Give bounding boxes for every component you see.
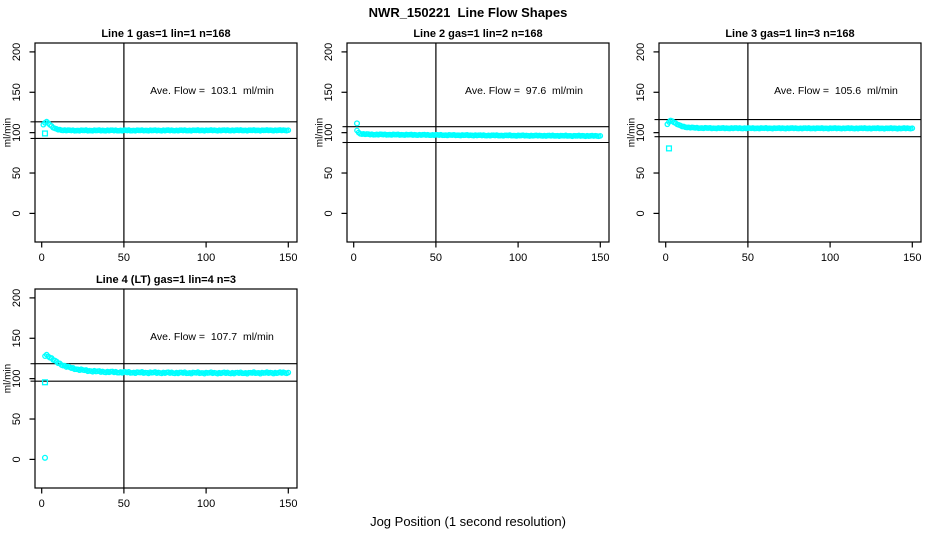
y-tick-label: 200	[635, 43, 647, 61]
data-point	[909, 125, 916, 132]
x-tick-label: 150	[279, 252, 297, 264]
subplot-title: Line 1 gas=1 lin=1 n=168	[101, 28, 231, 40]
y-tick-label: 0	[323, 210, 335, 216]
x-tick-label: 150	[279, 498, 297, 510]
x-axis-label: Jog Position (1 second resolution)	[370, 514, 566, 529]
ave-flow-annotation: Ave. Flow = 103.1 ml/min	[150, 85, 274, 97]
x-tick-label: 150	[903, 252, 921, 264]
x-tick-label: 0	[39, 498, 45, 510]
y-tick-label: 100	[323, 123, 335, 141]
outlier-point-square	[41, 130, 49, 137]
x-tick-label: 50	[742, 252, 754, 264]
plot-canvas-line-4: 0 50 100 150 0 50 100 150 200	[11, 288, 298, 510]
plot-canvas-line-3: 0 50 100 150 0 50 100 150 200	[635, 42, 922, 264]
y-tick-label: 200	[323, 43, 335, 61]
plot-frame	[34, 42, 298, 243]
y-axis-label: ml/min	[2, 363, 14, 394]
ave-flow-annotation: Ave. Flow = 97.6 ml/min	[465, 85, 583, 97]
x-tick-label: 100	[197, 498, 215, 510]
x-tick-label: 0	[39, 252, 45, 264]
subplot-title: Line 2 gas=1 lin=2 n=168	[413, 28, 543, 40]
y-tick-label: 100	[11, 123, 23, 141]
y-axis-label: ml/min	[314, 117, 326, 148]
y-tick-label: 50	[11, 413, 23, 425]
figure-title: NWR_150221 Line Flow Shapes	[368, 5, 568, 20]
y-tick-label: 100	[11, 369, 23, 387]
subplot-line-2: 0 50 100 150 0 50 100 150 200 Line 2 gas=1 lin=2…	[312, 28, 624, 274]
y-tick-label: 100	[635, 123, 647, 141]
y-tick-label: 200	[11, 43, 23, 61]
y-axis-label: ml/min	[626, 117, 638, 148]
y-tick-label: 0	[11, 456, 23, 462]
y-tick-label: 150	[635, 83, 647, 101]
outlier-point-square	[665, 145, 673, 152]
outlier-point-circle	[353, 120, 361, 127]
y-axis-label: ml/min	[2, 117, 14, 148]
y-tick-label: 50	[11, 167, 23, 179]
x-tick-label: 150	[591, 252, 609, 264]
plot-frame	[346, 42, 610, 243]
y-tick-label: 0	[11, 210, 23, 216]
ave-flow-annotation: Ave. Flow = 105.6 ml/min	[774, 85, 898, 97]
x-tick-label: 0	[351, 252, 357, 264]
x-tick-label: 0	[663, 252, 669, 264]
subplot-line-3: 0 50 100 150 0 50 100 150 200 Line 3 gas=1 lin=3…	[624, 28, 936, 274]
ave-flow-annotation: Ave. Flow = 107.7 ml/min	[150, 331, 274, 343]
x-tick-label: 50	[430, 252, 442, 264]
data-point	[597, 133, 604, 139]
outlier-point-square	[41, 379, 49, 386]
plot-canvas-line-2: 0 50 100 150 0 50 100 150 200	[323, 42, 610, 264]
y-tick-label: 0	[635, 210, 647, 216]
subplot-line-1: 0 50 100 150 0 50 100 150 200 Line 1 gas=1 lin=1…	[0, 28, 312, 274]
plot-frame	[34, 288, 298, 489]
x-tick-label: 100	[509, 252, 527, 264]
data-point	[285, 369, 292, 376]
y-tick-label: 150	[323, 83, 335, 101]
x-tick-label: 100	[821, 252, 839, 264]
y-tick-label: 150	[11, 83, 23, 101]
data-point	[285, 127, 292, 134]
plot-frame	[658, 42, 922, 243]
x-tick-label: 50	[118, 252, 130, 264]
y-tick-label: 200	[11, 289, 23, 307]
subplot-line-4: 0 50 100 150 0 50 100 150 200 Line 4 (LT) gas=1 …	[0, 274, 312, 520]
y-tick-label: 50	[635, 167, 647, 179]
subplot-title: Line 3 gas=1 lin=3 n=168	[725, 28, 855, 40]
x-tick-label: 100	[197, 252, 215, 264]
outlier-point-circle	[41, 454, 49, 461]
plot-canvas-line-1: 0 50 100 150 0 50 100 150 200	[11, 42, 298, 264]
y-tick-label: 50	[323, 167, 335, 179]
y-tick-label: 150	[11, 329, 23, 347]
x-tick-label: 50	[118, 498, 130, 510]
subplot-title: Line 4 (LT) gas=1 lin=4 n=3	[95, 274, 237, 286]
